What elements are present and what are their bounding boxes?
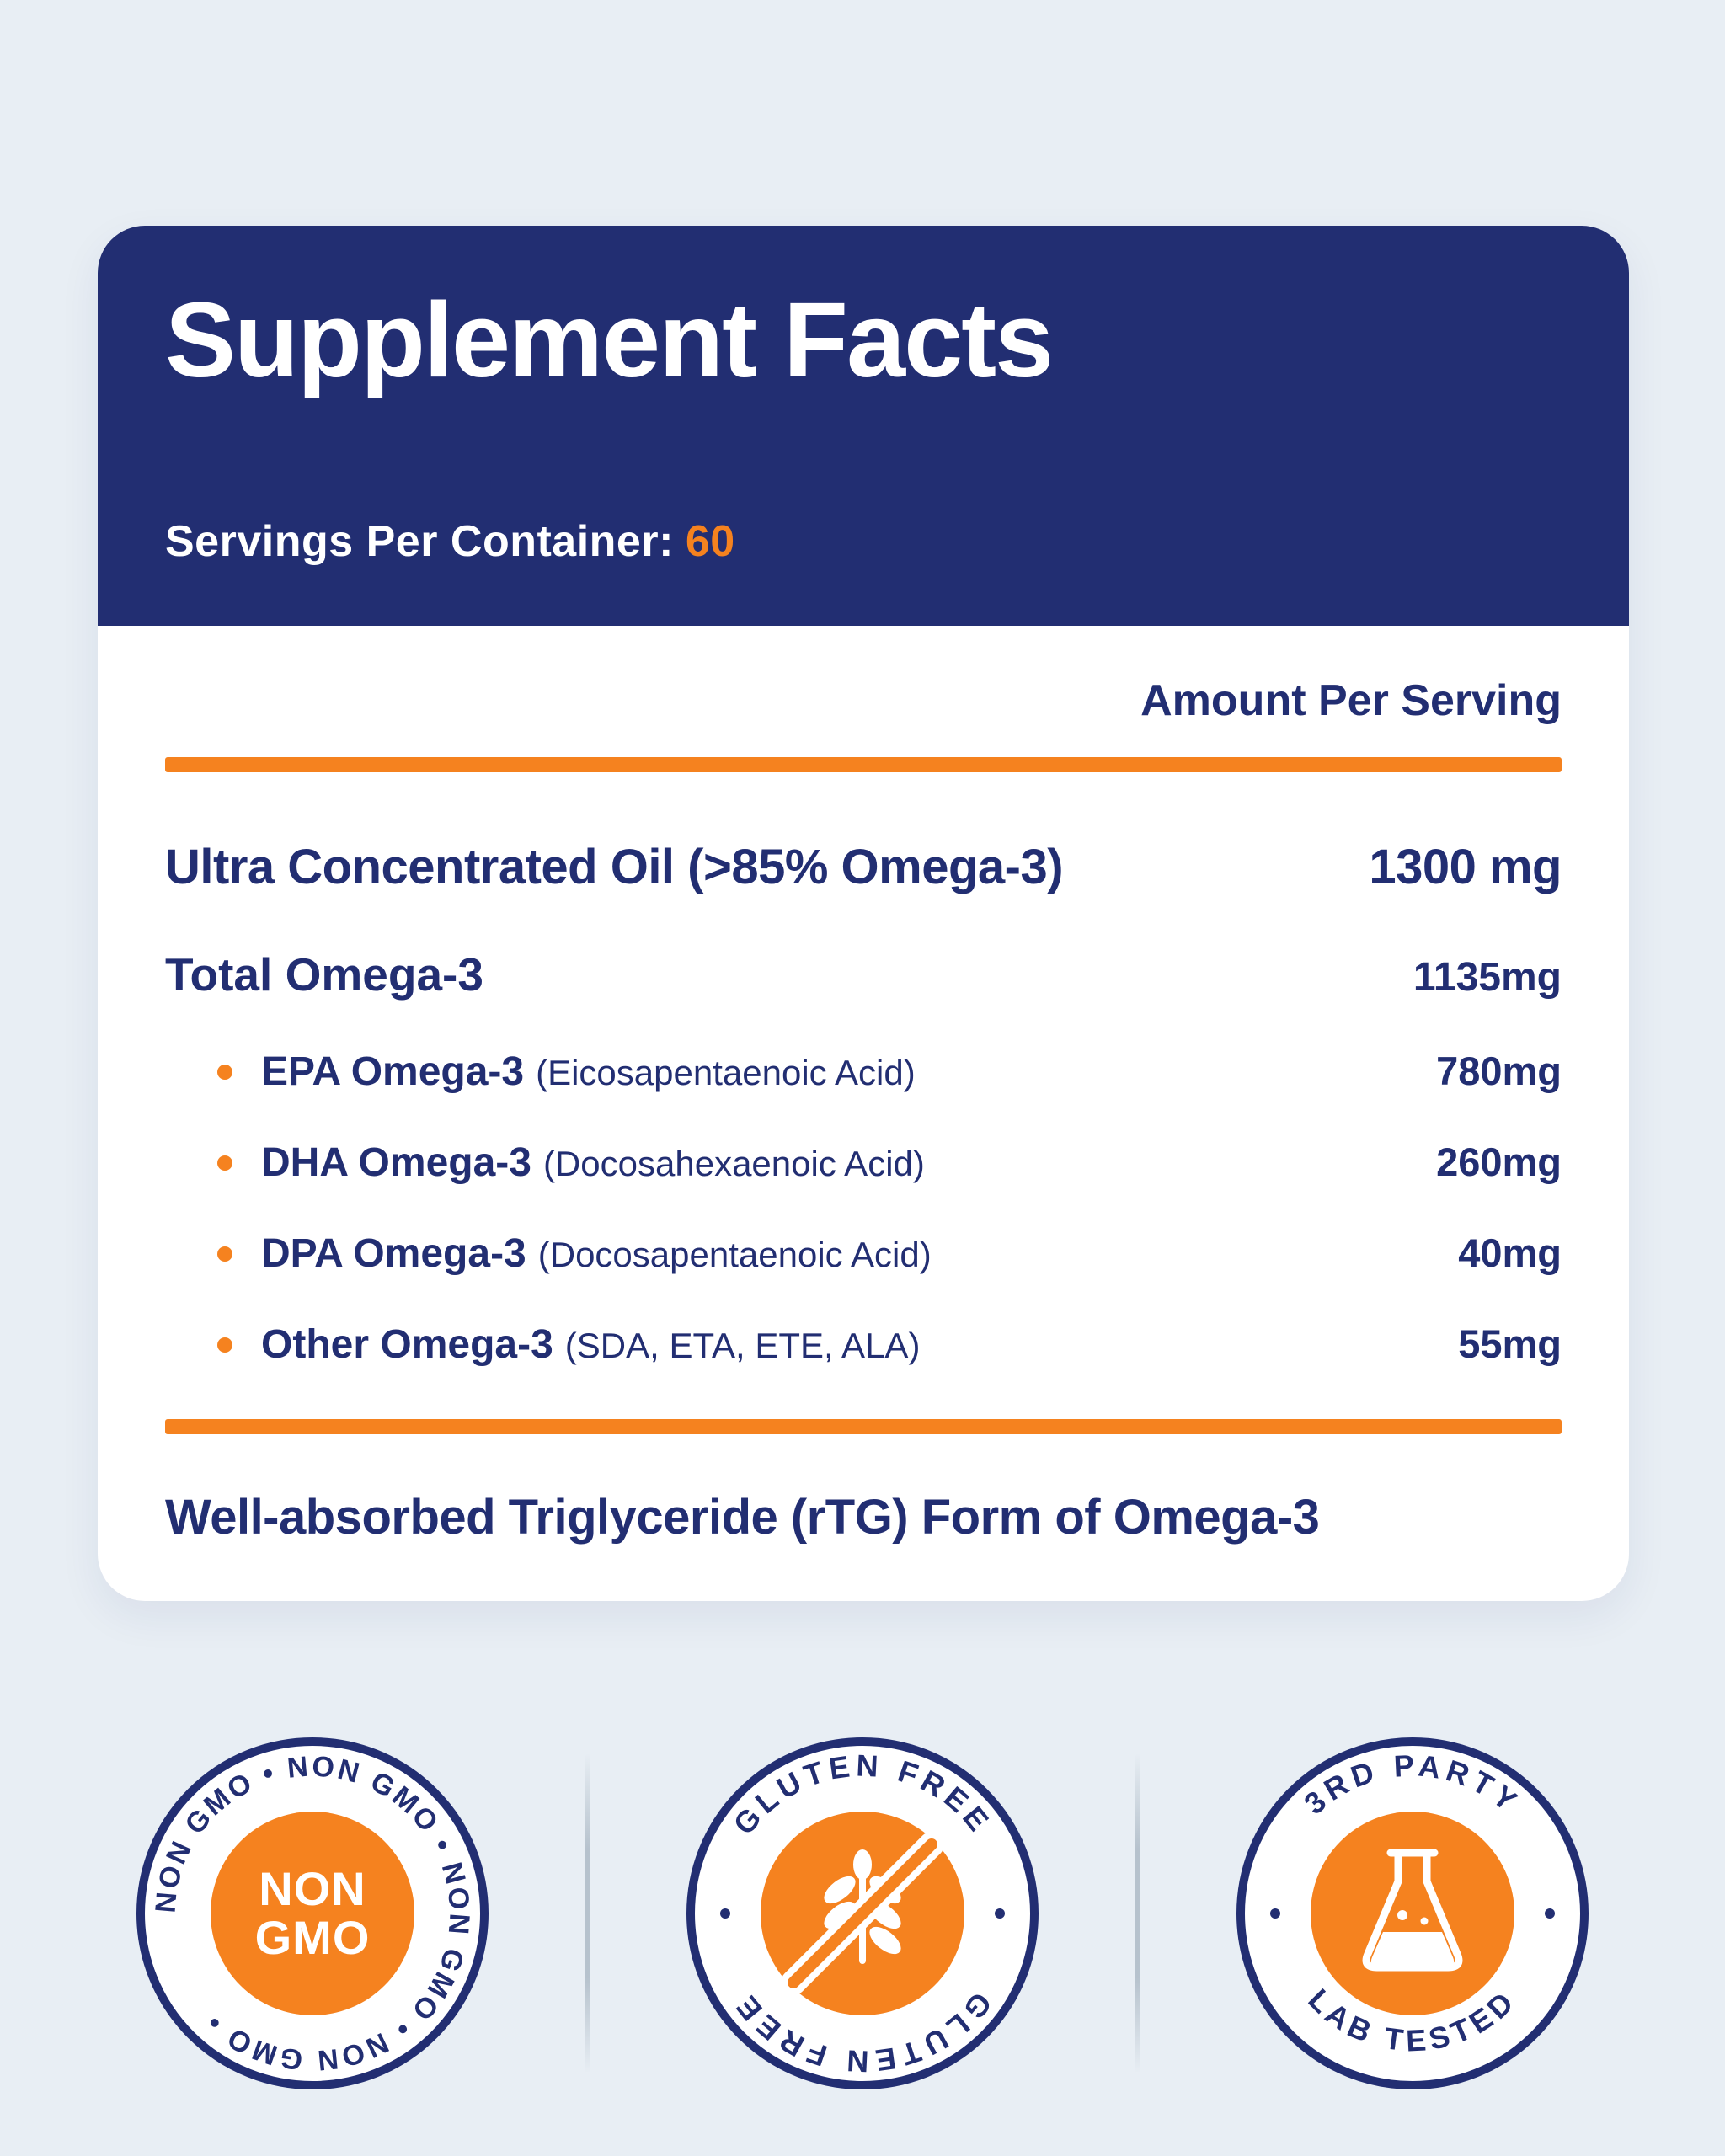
total-omega3-value: 1135mg xyxy=(1413,955,1562,1000)
nutrient-detail: (Docosapentaenoic Acid) xyxy=(537,1235,932,1274)
total-omega3-name: Total Omega-3 xyxy=(165,948,483,1001)
footnote-text: Well-absorbed Triglyceride (rTG) Form of… xyxy=(165,1490,1320,1545)
nutrient-row-dpa: DPA Omega-3 (Docosapentaenoic Acid) 40mg xyxy=(217,1229,1562,1279)
badge-row: NON GMO • NON GMO • NON GMO • NON GMO • … xyxy=(0,1737,1725,2090)
nutrient-row-epa: EPA Omega-3 (Eicosapentaenoic Acid) 780m… xyxy=(217,1047,1562,1097)
nutrient-row-other: Other Omega-3 (SDA, ETA, ETE, ALA) 55mg xyxy=(217,1320,1562,1370)
card-body: Amount Per Serving Ultra Concentrated Oi… xyxy=(98,626,1629,1601)
bullet-icon xyxy=(217,1065,232,1080)
main-ingredient-row: Ultra Concentrated Oil (>85% Omega-3) 13… xyxy=(165,838,1562,897)
nutrient-detail: (Eicosapentaenoic Acid) xyxy=(536,1053,916,1092)
total-omega3-row: Total Omega-3 1135mg xyxy=(165,947,1562,1005)
bullet-icon xyxy=(217,1246,232,1262)
nutrient-value: 40mg xyxy=(1458,1230,1562,1275)
divider-rule-bottom xyxy=(165,1419,1562,1434)
nutrient-name: DHA Omega-3 xyxy=(261,1140,531,1185)
bullet-icon xyxy=(217,1155,232,1171)
nutrient-name: Other Omega-3 xyxy=(261,1322,553,1367)
nutrient-list: EPA Omega-3 (Eicosapentaenoic Acid) 780m… xyxy=(165,1047,1562,1370)
nutrient-value: 260mg xyxy=(1436,1139,1562,1184)
nutrient-row-dha: DHA Omega-3 (Docosahexaenoic Acid) 260mg xyxy=(217,1138,1562,1188)
amount-per-serving-header: Amount Per Serving xyxy=(1140,676,1562,725)
servings-per-container: Servings Per Container: 60 xyxy=(165,516,1562,567)
main-ingredient-name: Ultra Concentrated Oil (>85% Omega-3) xyxy=(165,840,1064,894)
nutrient-name: EPA Omega-3 xyxy=(261,1049,525,1094)
nutrient-value: 55mg xyxy=(1458,1321,1562,1366)
servings-label: Servings Per Container: xyxy=(165,517,674,566)
page-title: Supplement Facts xyxy=(165,280,1054,399)
servings-value: 60 xyxy=(685,517,735,566)
card-header: Supplement Facts Servings Per Container:… xyxy=(98,226,1629,626)
nutrient-detail: (SDA, ETA, ETE, ALA) xyxy=(564,1326,921,1365)
badge-divider xyxy=(585,1753,590,2073)
nutrient-detail: (Docosahexaenoic Acid) xyxy=(542,1144,925,1183)
wheat-crossed-icon xyxy=(781,1832,944,1995)
non-gmo-badge: NON GMO • NON GMO • NON GMO • NON GMO • … xyxy=(136,1737,489,2090)
divider-rule-top xyxy=(165,757,1562,772)
non-gmo-center-top: NON xyxy=(259,1862,366,1915)
badge-divider xyxy=(1135,1753,1140,2073)
gluten-free-badge-icon: GLUTEN FREE GLUTEN FREE xyxy=(686,1737,1039,2089)
non-gmo-center-bottom: GMO xyxy=(255,1911,371,1964)
non-gmo-badge-icon: NON GMO • NON GMO • NON GMO • NON GMO • … xyxy=(136,1737,489,2089)
flask-icon xyxy=(1362,1849,1463,1972)
lab-tested-badge: 3RD PARTY LAB TESTED xyxy=(1236,1737,1589,2090)
gluten-free-badge: GLUTEN FREE GLUTEN FREE xyxy=(686,1737,1039,2090)
supplement-facts-card: Supplement Facts Servings Per Container:… xyxy=(98,226,1629,1601)
lab-tested-badge-icon: 3RD PARTY LAB TESTED xyxy=(1236,1737,1589,2089)
nutrient-value: 780mg xyxy=(1436,1049,1562,1093)
main-ingredient-value: 1300 mg xyxy=(1369,840,1562,894)
nutrient-name: DPA Omega-3 xyxy=(261,1231,526,1276)
bullet-icon xyxy=(217,1337,232,1353)
